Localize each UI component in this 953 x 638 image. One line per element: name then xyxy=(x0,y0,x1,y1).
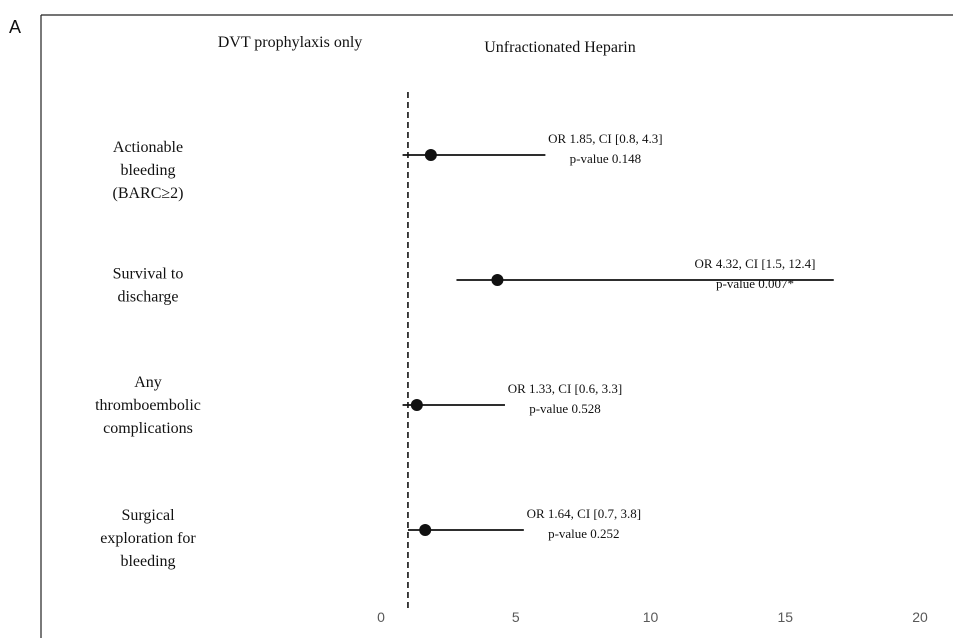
or-ci-annotation: OR 4.32, CI [1.5, 12.4] xyxy=(695,256,816,271)
odds-ratio-point xyxy=(424,149,437,161)
or-ci-annotation: OR 1.64, CI [0.7, 3.8] xyxy=(527,506,641,521)
x-tick-label: 0 xyxy=(377,609,385,625)
x-tick-label: 15 xyxy=(777,609,793,625)
or-ci-annotation: OR 1.33, CI [0.6, 3.3] xyxy=(508,381,622,396)
panel-label: A xyxy=(9,17,21,37)
plot-area: 0 5 10 15 20 Actionable bleeding (BARC≥2) OR 1.8… xyxy=(95,92,928,625)
x-tick-label: 5 xyxy=(512,609,520,625)
x-tick-label: 10 xyxy=(643,609,659,625)
odds-ratio-point xyxy=(410,399,423,411)
or-ci-annotation: OR 1.85, CI [0.8, 4.3] xyxy=(548,131,662,146)
row-label: Actionable xyxy=(113,139,183,156)
p-value-annotation: p-value 0.148 xyxy=(570,151,641,166)
odds-ratio-point xyxy=(419,524,432,536)
row-label: Surgical xyxy=(121,507,175,524)
row-label: Any xyxy=(134,374,162,391)
p-value-annotation: p-value 0.528 xyxy=(529,401,600,416)
p-value-annotation: p-value 0.007* xyxy=(716,276,794,291)
row-label: (BARC≥2) xyxy=(112,185,183,202)
row-label: exploration for xyxy=(100,530,196,547)
row-label: thromboembolic xyxy=(95,397,201,414)
row-label: discharge xyxy=(117,289,178,306)
x-tick-label: 20 xyxy=(912,609,928,625)
row-label: Survival to xyxy=(113,266,184,283)
left-group-header: DVT prophylaxis only xyxy=(218,34,363,51)
row-label: complications xyxy=(103,420,193,437)
odds-ratio-point xyxy=(491,274,504,286)
p-value-annotation: p-value 0.252 xyxy=(548,526,619,541)
right-group-header: Unfractionated Heparin xyxy=(484,39,635,56)
row-label: bleeding xyxy=(120,553,175,570)
row-label: bleeding xyxy=(120,162,175,179)
